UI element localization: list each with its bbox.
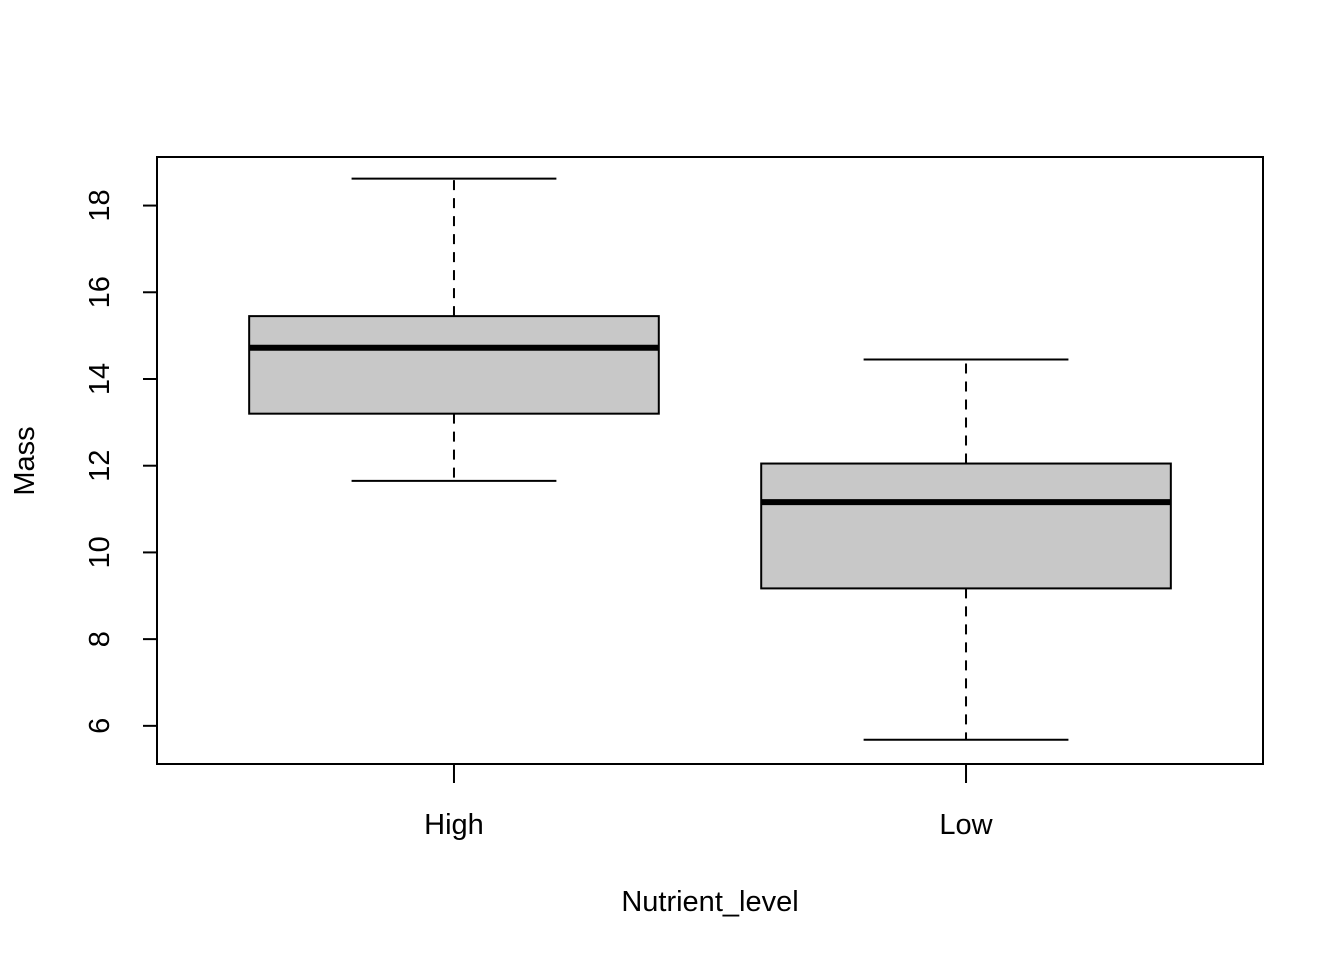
x-axis-label: Nutrient_level <box>621 886 798 918</box>
box-high <box>248 177 660 482</box>
iqr-box <box>248 315 660 415</box>
x-tick-label: Low <box>939 809 993 841</box>
y-tick-label: 12 <box>84 450 116 482</box>
y-axis-label: Mass <box>9 426 41 495</box>
y-tick-label: 16 <box>84 276 116 308</box>
y-tick-label: 14 <box>84 363 116 395</box>
y-tick-label: 10 <box>84 536 116 568</box>
box-group <box>248 177 1172 741</box>
y-tick-label: 6 <box>84 718 116 734</box>
box-low <box>760 358 1172 741</box>
y-tick-label: 8 <box>84 631 116 647</box>
plot-frame <box>156 156 1264 765</box>
iqr-box <box>760 462 1172 590</box>
y-tick-label: 18 <box>84 189 116 221</box>
x-axis: High Low <box>424 763 994 841</box>
x-tick-label: High <box>424 809 484 841</box>
y-axis: 6 8 10 12 14 16 18 <box>84 189 158 734</box>
